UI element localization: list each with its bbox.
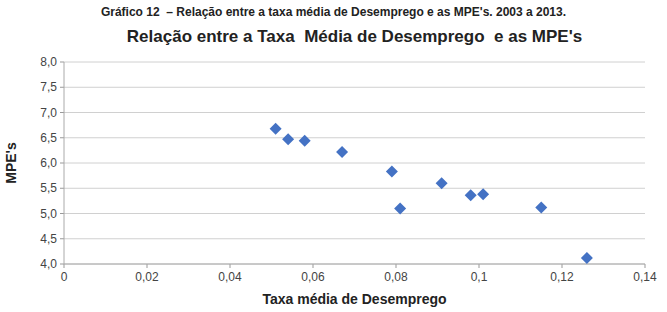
y-tick bbox=[60, 87, 64, 88]
axes: 4,0 4,5 5,0 5,5 6,0 6,5 7,0 7,5 8,0 0 0,02 0,04 0,06… bbox=[40, 55, 657, 284]
x-tick-label: 0,12 bbox=[550, 270, 574, 284]
chart: Gráfico 12 – Relação entre a taxa média … bbox=[0, 0, 667, 312]
grid bbox=[64, 62, 645, 264]
scatter-point bbox=[336, 146, 348, 158]
x-tick-label: 0,14 bbox=[633, 270, 657, 284]
x-tick bbox=[562, 264, 563, 268]
points bbox=[270, 123, 593, 264]
grid-line bbox=[64, 87, 645, 88]
y-axis-line bbox=[64, 62, 65, 264]
y-axis-label: MPE's bbox=[3, 142, 19, 184]
x-tick-label: 0,1 bbox=[471, 270, 488, 284]
y-tick bbox=[60, 137, 64, 138]
scatter-point bbox=[270, 123, 282, 135]
y-tick bbox=[60, 213, 64, 214]
scatter-point bbox=[386, 166, 398, 178]
scatter-point bbox=[394, 202, 406, 214]
scatter-point bbox=[282, 133, 294, 145]
y-tick bbox=[60, 112, 64, 113]
y-tick-label: 6,5 bbox=[40, 131, 57, 145]
scatter-point bbox=[581, 252, 593, 264]
scatter-point bbox=[477, 188, 489, 200]
x-tick bbox=[230, 264, 231, 268]
x-tick bbox=[479, 264, 480, 268]
y-tick-label: 7,0 bbox=[40, 106, 57, 120]
y-tick bbox=[60, 264, 64, 265]
y-tick-label: 5,0 bbox=[40, 207, 57, 221]
x-tick bbox=[64, 264, 65, 268]
subtitle: Gráfico 12 – Relação entre a taxa média … bbox=[101, 5, 566, 19]
title: Relação entre a Taxa Média de Desemprego… bbox=[127, 27, 582, 46]
grid-line bbox=[64, 112, 645, 113]
x-tick-label: 0,02 bbox=[135, 270, 159, 284]
x-tick bbox=[645, 264, 646, 268]
x-axis-label: Taxa média de Desemprego bbox=[262, 291, 446, 307]
x-tick-label: 0 bbox=[61, 270, 68, 284]
grid-line bbox=[64, 62, 645, 63]
scatter-point bbox=[299, 135, 311, 147]
grid-line bbox=[64, 163, 645, 164]
y-tick bbox=[60, 188, 64, 189]
scatter-point bbox=[436, 177, 448, 189]
x-tick-label: 0,08 bbox=[384, 270, 408, 284]
scatter-point bbox=[535, 201, 547, 213]
y-tick bbox=[60, 163, 64, 164]
grid-line bbox=[64, 137, 645, 138]
y-tick-label: 6,0 bbox=[40, 156, 57, 170]
x-tick-label: 0,04 bbox=[218, 270, 242, 284]
y-tick-label: 8,0 bbox=[40, 55, 57, 69]
y-tick-label: 4,0 bbox=[40, 257, 57, 271]
x-tick bbox=[396, 264, 397, 268]
x-tick bbox=[147, 264, 148, 268]
y-tick bbox=[60, 62, 64, 63]
grid-line bbox=[64, 238, 645, 239]
x-tick-label: 0,06 bbox=[301, 270, 325, 284]
grid-line bbox=[64, 188, 645, 189]
x-tick bbox=[313, 264, 314, 268]
y-tick-label: 4,5 bbox=[40, 232, 57, 246]
y-tick bbox=[60, 238, 64, 239]
x-axis-line bbox=[64, 264, 645, 265]
y-tick-label: 7,5 bbox=[40, 80, 57, 94]
grid-line bbox=[64, 213, 645, 214]
grid-line bbox=[64, 264, 645, 265]
scatter-point bbox=[465, 189, 477, 201]
y-tick-label: 5,5 bbox=[40, 181, 57, 195]
